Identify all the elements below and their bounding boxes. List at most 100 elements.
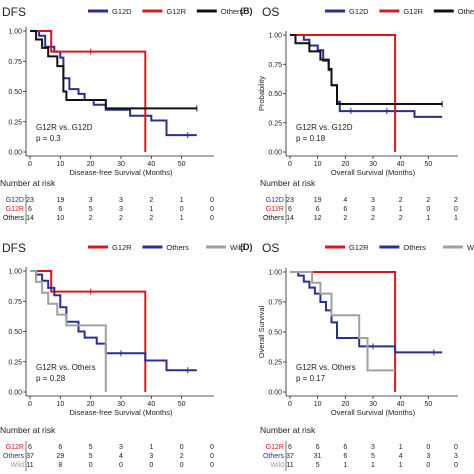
- risk-value: 0: [454, 206, 458, 213]
- p-value: p = 0.17: [296, 374, 326, 383]
- risk-value: 0: [454, 444, 458, 451]
- risk-value: 0: [426, 444, 430, 451]
- risk-table: Number at risk G12D 23 19 4 3 2 2 2 G12R 6 6 6 3 1 0 0 Ot…: [260, 178, 458, 224]
- risk-value: 1: [180, 197, 184, 204]
- risk-value: 3: [89, 197, 93, 204]
- x-tick-label: 50: [178, 401, 186, 408]
- legend-label: Others: [458, 7, 474, 16]
- legend-label: G12R: [166, 7, 186, 16]
- risk-table-title: Number at risk: [260, 425, 316, 435]
- y-tick-label: 0.00: [268, 390, 282, 397]
- y-tick-label: 0.75: [268, 300, 282, 307]
- x-tick-label: 10: [314, 401, 322, 408]
- x-tick-label: 0: [288, 401, 292, 408]
- risk-row-label: Others: [3, 453, 25, 460]
- legend-label: G12D: [112, 7, 132, 16]
- risk-row-label: G12D: [6, 197, 24, 204]
- y-tick-label: 0.00: [8, 150, 22, 157]
- risk-value: 0: [454, 462, 458, 469]
- series-line-g12r: [30, 30, 147, 152]
- comparison-label: G12R vs. Others: [296, 363, 356, 372]
- series-line-g12r: [30, 270, 147, 392]
- risk-value: 37: [286, 453, 294, 460]
- panel-title: DFS: [2, 241, 26, 255]
- comparison-label: G12R vs. Others: [36, 363, 96, 372]
- y-axis-title: Probability: [257, 76, 266, 111]
- risk-value: 1: [454, 215, 458, 222]
- risk-value: 0: [180, 462, 184, 469]
- risk-value: 8: [58, 462, 62, 469]
- y-tick-label: 1.00: [268, 270, 282, 277]
- x-tick-label: 50: [424, 161, 432, 168]
- risk-value: 2: [119, 215, 123, 222]
- risk-value: 1: [149, 206, 153, 213]
- risk-value: 2: [371, 215, 375, 222]
- risk-value: 0: [89, 462, 93, 469]
- risk-value: 2: [399, 215, 403, 222]
- legend-label: G12R: [112, 243, 132, 252]
- risk-value: 6: [58, 444, 62, 451]
- x-tick-label: 50: [424, 401, 432, 408]
- risk-value: 2: [149, 215, 153, 222]
- risk-value: 6: [58, 206, 62, 213]
- y-tick-label: 1.00: [268, 33, 282, 40]
- risk-value: 19: [56, 197, 64, 204]
- legend-label: Others: [166, 243, 189, 252]
- risk-value: 0: [210, 444, 214, 451]
- x-tick-label: 20: [87, 401, 95, 408]
- series-line-others: [290, 271, 443, 354]
- x-tick-label: 40: [147, 161, 155, 168]
- risk-value: 5: [89, 206, 93, 213]
- risk-value: 3: [426, 453, 430, 460]
- risk-value: 12: [314, 215, 322, 222]
- comparison-label: G12R vs. G12D: [296, 123, 353, 132]
- p-value: p = 0.28: [36, 374, 66, 383]
- x-tick-label: 20: [341, 161, 349, 168]
- risk-table: Number at risk G12R 6 6 5 3 1 0 0 Others 37 29 5 4 3 2 0…: [0, 425, 214, 471]
- risk-value: 1: [371, 462, 375, 469]
- risk-value: 5: [89, 444, 93, 451]
- x-tick-label: 10: [56, 401, 64, 408]
- risk-value: 0: [210, 453, 214, 460]
- legend-label: Wild: [467, 243, 474, 252]
- risk-value: 2: [399, 197, 403, 204]
- risk-value: 3: [119, 206, 123, 213]
- legend-label: G12D: [349, 7, 369, 16]
- risk-row-label: Others: [263, 215, 285, 222]
- y-tick-label: 1.00: [8, 29, 22, 36]
- risk-value: 6: [343, 453, 347, 460]
- risk-value: 6: [316, 206, 320, 213]
- risk-value: 5: [316, 462, 320, 469]
- x-axis-title: Disease-free Survival (Months): [70, 168, 173, 177]
- panel-4: (D) OS G12R Others Wild 0.00 0.25 0.50 0.75 1.00 0…: [240, 241, 474, 471]
- series-line-g12r: [290, 34, 397, 152]
- y-tick-label: 0.00: [268, 150, 282, 157]
- risk-value: 6: [288, 444, 292, 451]
- legend-label: Others: [221, 7, 244, 16]
- risk-value: 11: [26, 462, 33, 469]
- risk-table-title: Number at risk: [260, 178, 316, 188]
- x-tick-label: 30: [117, 161, 125, 168]
- risk-value: 29: [56, 453, 64, 460]
- risk-value: 37: [26, 453, 34, 460]
- x-axis-title: Overall Survival (Months): [331, 168, 416, 177]
- x-tick-label: 0: [28, 401, 32, 408]
- risk-value: 0: [426, 462, 430, 469]
- risk-row-label: G12R: [266, 444, 284, 451]
- panel-title: OS: [262, 241, 279, 255]
- risk-value: 31: [314, 453, 322, 460]
- series-line-others: [30, 270, 197, 372]
- risk-value: 11: [286, 462, 293, 469]
- risk-table-title: Number at risk: [0, 178, 56, 188]
- y-tick-label: 0.50: [8, 329, 22, 336]
- y-tick-label: 0.25: [268, 120, 282, 127]
- y-tick-label: 0.75: [8, 59, 22, 66]
- y-tick-label: 0.25: [8, 119, 22, 126]
- series-line-others: [30, 30, 197, 110]
- y-tick-label: 0.50: [268, 330, 282, 337]
- risk-value: 6: [288, 206, 292, 213]
- legend: G12D G12R Others: [88, 7, 244, 16]
- y-axis-title: Overall Survival: [257, 305, 266, 358]
- x-tick-label: 0: [288, 161, 292, 168]
